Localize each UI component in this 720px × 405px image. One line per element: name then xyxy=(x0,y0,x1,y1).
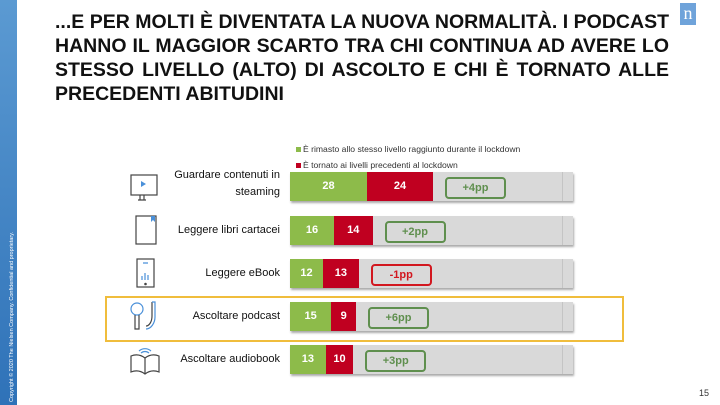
bar-returned: 24 xyxy=(367,172,433,201)
bar-returned: 10 xyxy=(325,345,354,374)
category-label: Ascoltare audiobook xyxy=(180,353,280,365)
bar-returned: 13 xyxy=(323,259,359,288)
bar-stayed: 28 xyxy=(290,172,367,201)
difference-badge: +6pp xyxy=(368,307,429,329)
bar-row: Ascoltare podcast 15 9 +6pp xyxy=(0,299,720,333)
bar-track: 13 10 +3pp xyxy=(290,345,573,374)
track-divider xyxy=(562,172,563,201)
monitor-play-icon xyxy=(128,170,162,204)
bar-track: 16 14 +2pp xyxy=(290,216,573,245)
podcast-microphone-icon xyxy=(128,299,162,333)
track-divider xyxy=(562,259,563,288)
nielsen-logo: n xyxy=(680,3,696,25)
side-strip: Copyright © 2020 The Nielsen Company. Co… xyxy=(0,0,17,405)
track-divider xyxy=(562,216,563,245)
category-label: Leggere libri cartacei xyxy=(177,224,280,236)
legend-item-stayed: È rimasto allo stesso livello raggiunto … xyxy=(296,141,520,157)
bar-track: 15 9 +6pp xyxy=(290,302,573,331)
difference-badge: +2pp xyxy=(384,221,446,243)
bar-row: Ascoltare audiobook 13 10 +3pp xyxy=(0,345,720,375)
page-number: 15 xyxy=(699,388,710,398)
ebook-reader-icon xyxy=(128,256,162,290)
slide-title: ...E PER MOLTI È DIVENTATA LA NUOVA NORM… xyxy=(55,11,669,105)
bar-track: 12 13 -1pp xyxy=(290,259,573,288)
legend-item-returned: È tornato ai livelli precedenti al lockd… xyxy=(296,157,520,173)
difference-badge: +4pp xyxy=(445,177,506,199)
legend: È rimasto allo stesso livello raggiunto … xyxy=(296,141,520,173)
bar-row: Leggere libri cartacei 16 14 +2pp xyxy=(0,213,720,247)
audiobook-icon xyxy=(128,342,162,376)
track-divider xyxy=(562,302,563,331)
bar-returned: 14 xyxy=(334,216,373,245)
bar-row: Leggere eBook 12 13 -1pp xyxy=(0,256,720,290)
bar-stayed: 13 xyxy=(290,345,326,374)
highlight-box xyxy=(105,296,624,342)
category-label: Guardare contenuti in steaming xyxy=(174,169,280,198)
bar-row: Guardare contenuti in steaming 28 24 +4p… xyxy=(0,169,720,204)
book-icon xyxy=(128,213,162,247)
category-label: Leggere eBook xyxy=(205,267,280,279)
difference-badge: +3pp xyxy=(365,350,427,372)
bar-track: 28 24 +4pp xyxy=(290,172,573,201)
category-label: Ascoltare podcast xyxy=(192,310,280,322)
bar-stayed: 15 xyxy=(290,302,332,331)
track-divider xyxy=(562,345,563,374)
bar-stayed: 12 xyxy=(290,259,323,288)
bar-stayed: 16 xyxy=(290,216,334,245)
difference-badge: -1pp xyxy=(370,264,432,286)
bar-returned: 9 xyxy=(331,302,356,331)
